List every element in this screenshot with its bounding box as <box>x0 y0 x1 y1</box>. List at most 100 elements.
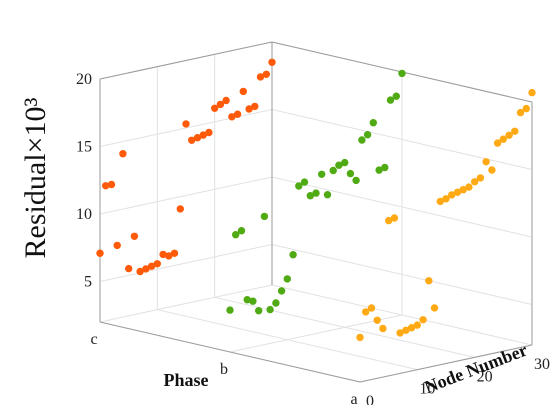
data-point-phase-b <box>243 296 251 304</box>
data-point-phase-c <box>228 113 236 121</box>
data-point-phase-a <box>482 158 490 166</box>
data-point-phase-c <box>136 267 144 276</box>
data-point-phase-c <box>239 87 247 96</box>
data-point-phase-b <box>323 191 332 199</box>
data-point-phase-c <box>211 104 219 113</box>
data-point-phase-a <box>390 214 399 222</box>
data-point-phase-a <box>373 316 381 324</box>
data-point-phase-c <box>159 250 167 259</box>
data-point-phase-b <box>386 96 395 104</box>
data-point-phase-a <box>505 131 513 139</box>
data-point-phase-c <box>176 205 184 213</box>
data-point-phase-c <box>193 134 202 142</box>
x-tick-label: a <box>350 391 357 405</box>
y-axis-label: Residual×10³ <box>19 98 52 259</box>
data-point-phase-a <box>385 216 393 225</box>
z-axis-label: Node Number <box>422 340 530 398</box>
data-points <box>96 58 536 342</box>
data-point-phase-a <box>356 333 364 342</box>
grid-line <box>99 284 273 323</box>
data-point-phase-b <box>369 119 377 127</box>
data-point-phase-a <box>488 166 496 174</box>
data-point-phase-a <box>430 304 439 312</box>
data-point-phase-c <box>119 150 127 158</box>
data-point-phase-b <box>318 170 326 178</box>
data-point-phase-c <box>113 241 121 250</box>
data-point-phase-b <box>392 92 400 100</box>
data-point-phase-b <box>363 131 372 139</box>
data-point-phase-b <box>226 306 234 314</box>
data-point-phase-b <box>346 169 355 178</box>
data-point-phase-b <box>237 227 246 235</box>
data-point-phase-c <box>165 252 173 260</box>
data-point-phase-a <box>367 304 376 312</box>
data-point-phase-c <box>96 249 104 257</box>
y-tick-label: 10 <box>76 206 92 223</box>
box-edge <box>99 41 273 80</box>
data-point-phase-b <box>312 189 320 197</box>
y-tick-label: 20 <box>76 71 92 88</box>
data-point-phase-c <box>245 105 253 113</box>
data-point-phase-a <box>442 195 450 203</box>
data-point-phase-b <box>352 176 360 185</box>
x-tick-label: b <box>220 361 228 378</box>
data-point-phase-a <box>493 139 502 147</box>
x-axis-label: Phase <box>164 370 209 390</box>
data-point-phase-a <box>413 321 421 329</box>
data-point-phase-c <box>125 264 133 273</box>
data-point-phase-b <box>381 163 389 172</box>
data-point-phase-c <box>153 260 161 268</box>
data-point-phase-a <box>459 186 467 194</box>
data-point-phase-c <box>182 120 190 128</box>
data-point-phase-b <box>277 287 286 295</box>
data-point-phase-b <box>272 299 280 307</box>
grid-line <box>229 314 403 353</box>
data-point-phase-b <box>300 178 309 186</box>
data-point-phase-a <box>407 324 416 332</box>
data-point-phase-b <box>375 166 383 174</box>
data-point-phase-b <box>358 136 366 144</box>
data-point-phase-c <box>205 128 213 137</box>
y-tick-label: 15 <box>76 139 92 156</box>
data-point-phase-a <box>465 183 473 191</box>
data-point-phase-a <box>419 316 427 324</box>
data-point-phase-c <box>233 110 242 118</box>
z-tick-label: 10 <box>419 381 435 398</box>
x-tick-label: c <box>90 331 97 348</box>
grid-layer <box>99 41 533 383</box>
data-point-phase-c <box>107 180 116 189</box>
data-point-phase-b <box>249 297 257 305</box>
data-point-phase-b <box>266 305 274 314</box>
data-point-phase-b <box>255 307 263 315</box>
data-point-phase-c <box>102 182 110 190</box>
data-point-phase-b <box>398 69 406 78</box>
data-point-phase-b <box>335 161 343 169</box>
data-point-phase-a <box>471 178 479 186</box>
grid-line <box>99 244 273 282</box>
grid-line <box>99 176 273 215</box>
tick-labels: 5 10 15 20 c b a 0 10 20 30 <box>76 71 550 405</box>
data-point-phase-c <box>188 136 196 144</box>
z-tick-label: 0 <box>366 393 374 405</box>
data-point-phase-a <box>511 127 519 135</box>
data-point-phase-c <box>130 232 139 240</box>
data-point-phase-a <box>379 324 387 333</box>
z-tick-label: 20 <box>477 368 493 385</box>
data-point-phase-a <box>448 191 456 199</box>
data-point-phase-b <box>283 275 291 283</box>
data-point-phase-b <box>289 251 297 259</box>
z-tick-label: 30 <box>534 356 550 373</box>
data-point-phase-b <box>306 192 314 200</box>
data-point-phase-b <box>329 166 337 175</box>
data-point-phase-c <box>170 249 179 257</box>
axis-layer <box>99 41 533 383</box>
data-point-phase-a <box>516 108 525 117</box>
data-point-phase-b <box>295 182 303 190</box>
data-point-phase-c <box>142 265 150 273</box>
data-point-phase-b <box>341 158 349 167</box>
y-tick-label: 5 <box>84 274 92 291</box>
data-point-phase-a <box>425 277 433 285</box>
data-point-phase-a <box>476 174 485 182</box>
data-point-phase-a <box>362 308 370 316</box>
